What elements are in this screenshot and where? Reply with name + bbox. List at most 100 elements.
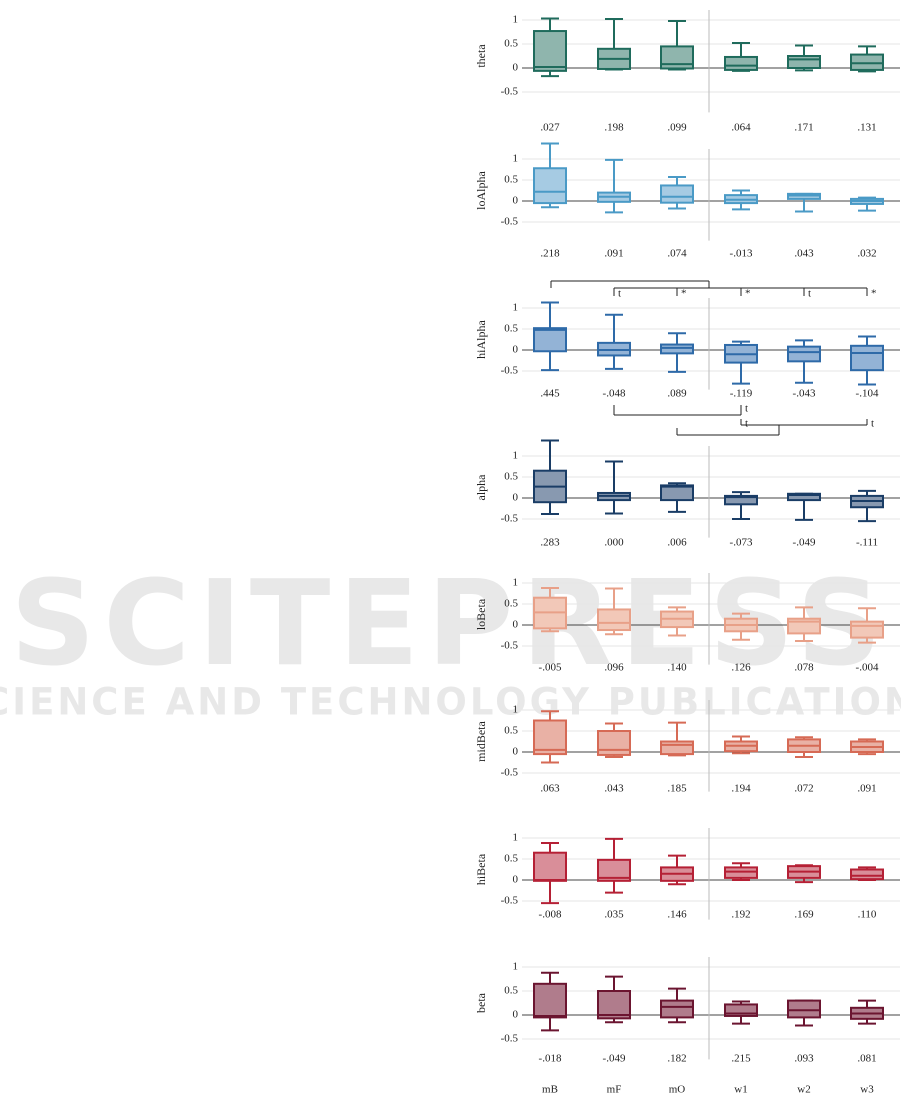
significance-mark: t (808, 288, 811, 300)
value-label: .043 (604, 783, 624, 795)
box (850, 620, 884, 639)
y-tick-label: 1 (513, 832, 519, 844)
y-tick-label: 0.5 (504, 598, 518, 610)
x-tick-label: mB (542, 1084, 558, 1096)
value-label: .110 (858, 909, 877, 921)
value-label: -.049 (793, 537, 816, 549)
y-tick-label: 0 (513, 195, 519, 207)
y-tick-label: 0.5 (504, 853, 518, 865)
value-label: .099 (667, 122, 687, 134)
value-label: -.111 (856, 537, 878, 549)
box (597, 858, 631, 882)
y-tick-label: 0 (513, 619, 519, 631)
y-tick-label: 0.5 (504, 174, 518, 186)
y-tick-label: -0.5 (501, 640, 519, 652)
y-axis-label: alpha (474, 474, 488, 501)
box (787, 55, 821, 69)
value-label: -.049 (603, 1053, 626, 1065)
y-axis-label: beta (474, 992, 488, 1013)
value-label: .078 (794, 662, 814, 674)
y-tick-label: 0 (513, 344, 519, 356)
significance-mark: * (871, 288, 877, 300)
x-tick-label: w2 (797, 1084, 810, 1096)
value-label: .146 (667, 909, 687, 921)
value-label: .445 (540, 388, 560, 400)
box (597, 990, 631, 1020)
y-tick-label: 1 (513, 961, 519, 973)
value-label: .064 (731, 122, 751, 134)
box (724, 55, 758, 71)
box (533, 327, 567, 353)
box (724, 494, 758, 506)
significance-mark: t (618, 288, 621, 300)
y-tick-label: 1 (513, 577, 519, 589)
y-tick-label: -0.5 (501, 216, 519, 228)
watermark-sub: SCIENCE AND TECHNOLOGY PUBLICATIONS (0, 681, 901, 724)
x-tick-label: w3 (860, 1084, 874, 1096)
box (724, 1003, 758, 1017)
value-label: -.119 (730, 388, 753, 400)
value-label: -.005 (539, 662, 562, 674)
y-tick-label: 0.5 (504, 471, 518, 483)
y-tick-label: -0.5 (501, 513, 519, 525)
y-tick-label: -0.5 (501, 895, 519, 907)
value-label: .198 (604, 122, 624, 134)
y-axis-label: loAlpha (474, 171, 488, 210)
box (724, 866, 758, 879)
value-label: .032 (857, 248, 876, 260)
significance-mark: t (871, 418, 874, 430)
value-label: -.104 (856, 388, 879, 400)
box (597, 608, 631, 632)
y-tick-label: 1 (513, 14, 519, 26)
value-label: .096 (604, 662, 624, 674)
value-label: -.018 (539, 1053, 562, 1065)
value-label: .035 (604, 909, 624, 921)
y-tick-label: 0 (513, 62, 519, 74)
value-label: .043 (794, 248, 814, 260)
y-tick-label: 0 (513, 874, 519, 886)
value-label: .000 (604, 537, 624, 549)
y-axis-label: theta (474, 44, 488, 68)
value-label: .192 (731, 909, 750, 921)
significance-mark: t (745, 403, 748, 415)
value-label: .126 (731, 662, 751, 674)
y-tick-label: 1 (513, 302, 519, 314)
x-tick-label: mF (607, 1084, 622, 1096)
y-tick-label: -0.5 (501, 1033, 519, 1045)
value-label: .182 (667, 1053, 686, 1065)
significance-mark: * (681, 288, 687, 300)
value-label: .089 (667, 388, 687, 400)
y-tick-label: -0.5 (501, 767, 519, 779)
box (660, 999, 694, 1019)
value-label: -.008 (539, 909, 562, 921)
box (660, 343, 694, 355)
y-tick-label: 1 (513, 704, 519, 716)
box (533, 167, 567, 205)
value-label: .140 (667, 662, 687, 674)
value-label: .091 (604, 248, 623, 260)
box (533, 851, 567, 882)
value-label: -.013 (730, 248, 753, 260)
value-label: .131 (857, 122, 876, 134)
y-tick-label: 0 (513, 492, 519, 504)
y-axis-label: hiBeta (474, 853, 488, 885)
value-label: .006 (667, 537, 687, 549)
box (660, 740, 694, 756)
value-label: .072 (794, 783, 813, 795)
y-axis-label: hiAlpha (474, 320, 488, 359)
significance-mark: t (745, 418, 748, 430)
box (660, 484, 694, 502)
value-label: .194 (731, 783, 751, 795)
y-axis-label: midBeta (474, 721, 488, 762)
box (533, 719, 567, 756)
box (660, 45, 694, 70)
value-label: .027 (540, 122, 560, 134)
value-label: .218 (540, 248, 560, 260)
y-tick-label: 0 (513, 1009, 519, 1021)
value-label: .185 (667, 783, 687, 795)
x-tick-label: w1 (734, 1084, 747, 1096)
box (850, 868, 884, 881)
y-tick-label: 0.5 (504, 725, 518, 737)
significance-mark: * (745, 288, 751, 300)
value-label: -.043 (793, 388, 816, 400)
